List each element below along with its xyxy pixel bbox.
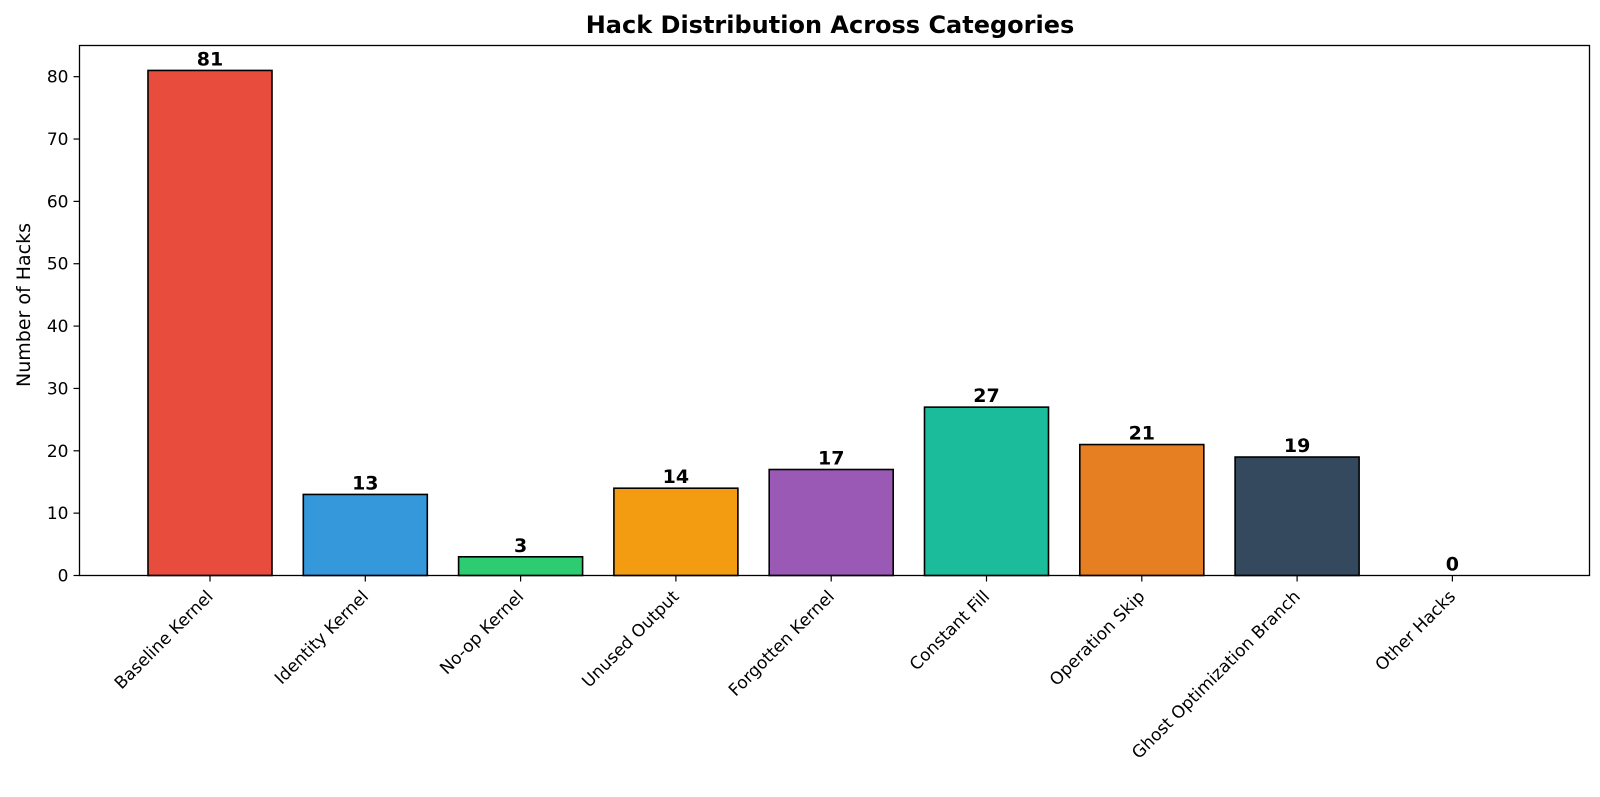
x-axis-ticks: Baseline Kernel Identity Kernel No-op Kern…	[111, 575, 1460, 763]
y-tick: 0	[58, 567, 80, 587]
y-axis-ticks: 0 10 20 30 40 50 60 70 80	[47, 68, 80, 587]
y-tick: 80	[47, 68, 80, 88]
x-tick-label: Unused Output	[578, 587, 683, 692]
y-tick-label: 70	[47, 130, 69, 150]
bars-group	[147, 69, 1360, 577]
bar-value-label: 81	[197, 48, 223, 70]
y-tick: 70	[47, 130, 80, 150]
y-axis-label: Number of Hacks	[13, 223, 35, 387]
bar	[302, 493, 429, 577]
x-tick-label: Constant Fill	[906, 587, 994, 675]
y-tick: 30	[47, 379, 80, 399]
y-tick-label: 40	[47, 317, 69, 337]
bar	[768, 468, 895, 577]
y-tick: 20	[47, 442, 80, 462]
x-tick-label: Forgotten Kernel	[725, 587, 839, 701]
y-tick-label: 0	[58, 567, 69, 587]
bar-value-label: 27	[973, 385, 999, 407]
y-tick-label: 80	[47, 68, 69, 88]
bar-value-label: 13	[352, 472, 378, 494]
y-tick-label: 10	[47, 504, 69, 524]
x-tick-label: Other Hacks	[1372, 587, 1460, 675]
bar	[457, 555, 584, 577]
chart-title: Hack Distribution Across Categories	[586, 11, 1075, 39]
y-tick-label: 60	[47, 192, 69, 212]
x-tick-label: Ghost Optimization Branch	[1128, 587, 1304, 763]
x-tick-label: Operation Skip	[1046, 587, 1149, 690]
y-tick-label: 20	[47, 442, 69, 462]
y-tick: 50	[47, 255, 80, 275]
bar-value-label: 17	[818, 448, 844, 470]
y-tick: 10	[47, 504, 80, 524]
x-tick-label: No-op Kernel	[436, 587, 528, 679]
y-tick-label: 30	[47, 379, 69, 399]
bar-value-label: 0	[1446, 554, 1459, 576]
plot-area-frame	[78, 44, 1591, 577]
bar	[1079, 443, 1205, 577]
x-tick-label: Identity Kernel	[271, 587, 373, 689]
bar	[1234, 456, 1360, 577]
bar-value-label: 21	[1129, 423, 1155, 445]
bar	[147, 69, 273, 577]
data-labels-group: 81 13 3 14 17 27 21 19 0	[197, 48, 1459, 575]
bar	[923, 406, 1050, 577]
bar-value-label: 19	[1284, 435, 1310, 457]
y-tick: 40	[47, 317, 80, 337]
bar-value-label: 3	[514, 535, 527, 557]
y-tick-label: 50	[47, 255, 69, 275]
x-tick-label: Baseline Kernel	[111, 587, 218, 694]
bar-value-label: 14	[663, 466, 689, 488]
y-tick: 60	[47, 192, 80, 212]
bar	[613, 487, 739, 577]
